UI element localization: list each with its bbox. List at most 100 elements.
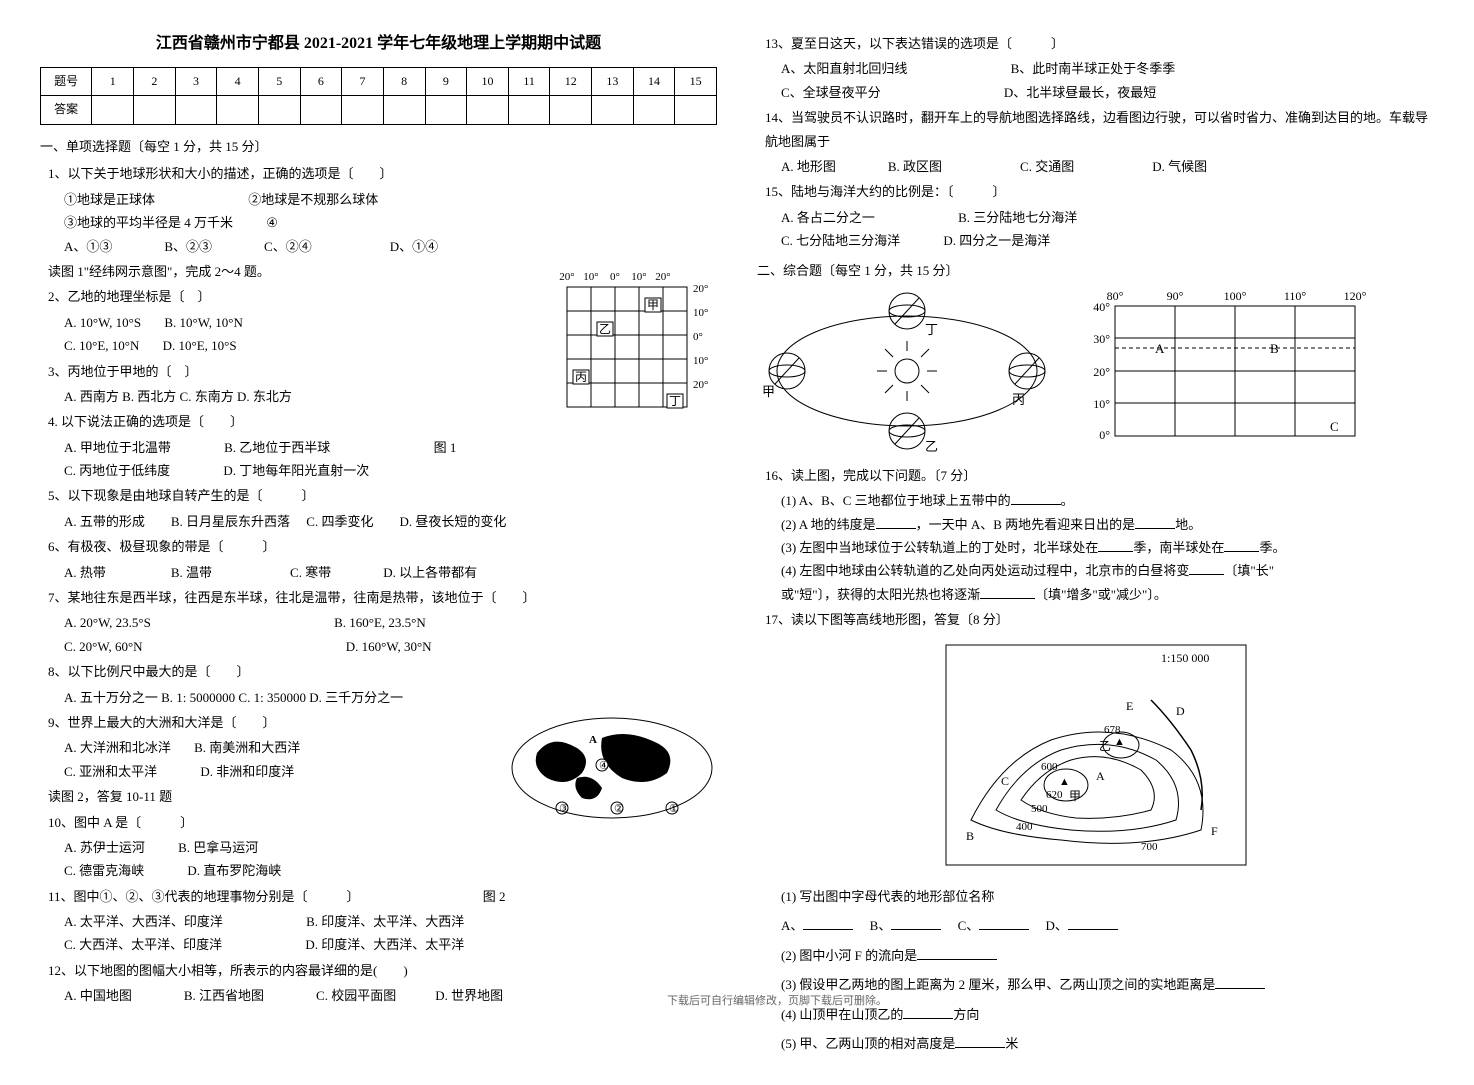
q14-stem: 14、当驾驶员不认识路时，翻开车上的导航地图选择路线，边看图边行驶，可以省时省力… <box>765 106 1434 153</box>
q14-opts: A. 地形图 B. 政区图 C. 交通图 D. 气候图 <box>781 155 1434 178</box>
q1-opts: A、①③ B、②③ C、②④ D、①④ <box>64 235 717 258</box>
q16-p2: (2) A 地的纬度是，一天中 A、B 两地先看迎来日出的是地。 <box>781 513 1434 536</box>
q10-opts-1: A. 苏伊士运河 B. 巴拿马运河 <box>64 836 717 859</box>
figure-1-grid: 20° 10° 0° 10° 20° 20° 10° 0° 10° 20° 甲 … <box>547 262 717 422</box>
svg-text:30°: 30° <box>1093 332 1110 346</box>
svg-text:10°: 10° <box>693 355 708 367</box>
svg-text:丁: 丁 <box>925 322 938 337</box>
svg-text:▲: ▲ <box>1059 776 1070 788</box>
q16-p4: (4) 左图中地球由公转轨道的乙处向丙处运动过程中，北京市的白昼将变〔填"长" <box>781 559 1434 582</box>
svg-text:①: ① <box>669 803 679 815</box>
svg-text:110°: 110° <box>1284 289 1307 303</box>
svg-text:丙: 丙 <box>575 370 587 384</box>
svg-text:0°: 0° <box>610 271 620 283</box>
q7-opts-1: A. 20°W, 23.5°S B. 160°E, 23.5°N <box>64 611 717 634</box>
q7-stem: 7、某地往东是西半球，往西是东半球，往北是温带，往南是热带，该地位于〔 〕 <box>48 586 717 609</box>
figure-2-worldmap: ③ ② ① ④ A <box>507 713 717 823</box>
svg-text:20°: 20° <box>1093 365 1110 379</box>
section-2-head: 二、综合题〔每空 1 分，共 15 分〕 <box>757 259 1434 282</box>
svg-text:D: D <box>1176 704 1185 718</box>
svg-text:④: ④ <box>599 760 609 772</box>
figure-lonlat-grid: 80° 90° 100° 110° 120° 40° 30° 20° 10° 0… <box>1075 286 1375 456</box>
svg-text:丙: 丙 <box>1012 392 1025 407</box>
svg-text:乙: 乙 <box>1099 739 1111 753</box>
q7-opts-2: C. 20°W, 60°N D. 160°W, 30°N <box>64 635 717 658</box>
q15-stem: 15、陆地与海洋大约的比例是：〔 〕 <box>765 180 1434 203</box>
svg-text:400: 400 <box>1016 821 1033 833</box>
svg-text:乙: 乙 <box>599 322 611 336</box>
answer-table: 题号 1 2 3 4 5 6 7 8 9 10 11 12 13 14 15 答… <box>40 67 717 125</box>
q16-p4c: 或"短"〕，获得的太阳光热也将逐渐〔填"增多"或"减少"〕。 <box>781 583 1434 606</box>
q5-opts: A. 五带的形成 B. 日月星辰东升西落 C. 四季变化 D. 昼夜长短的变化 <box>64 510 717 533</box>
svg-text:②: ② <box>614 803 624 815</box>
svg-text:600: 600 <box>1041 761 1058 773</box>
q6-stem: 6、有极夜、极昼现象的带是〔 〕 <box>48 535 717 558</box>
svg-text:1:150 000: 1:150 000 <box>1161 651 1209 665</box>
q16-stem: 16、读上图，完成以下问题。〔7 分〕 <box>765 464 1434 487</box>
section-1-head: 一、单项选择题〔每空 1 分，共 15 分〕 <box>40 135 717 158</box>
page-footer: 下载后可自行编辑修改，页脚下载后可删除。 <box>40 992 1474 1012</box>
row-label-1: 题号 <box>41 67 92 96</box>
svg-text:120°: 120° <box>1344 289 1367 303</box>
q13-opts-1: A、太阳直射北回归线 B、此时南半球正处于冬季季 <box>781 57 1434 80</box>
svg-text:▲: ▲ <box>1114 736 1125 748</box>
svg-text:C: C <box>1330 419 1339 434</box>
right-column: 13、夏至日这天，以下表达错误的选项是〔 〕 A、太阳直射北回归线 B、此时南半… <box>757 30 1434 1055</box>
svg-text:E: E <box>1126 699 1133 713</box>
svg-text:10°: 10° <box>1093 397 1110 411</box>
exam-title: 江西省赣州市宁都县 2021-2021 学年七年级地理上学期期中试题 <box>40 30 717 59</box>
q5-stem: 5、以下现象是由地球自转产生的是〔 〕 <box>48 484 717 507</box>
svg-text:A: A <box>1096 769 1105 783</box>
svg-text:678: 678 <box>1104 724 1121 736</box>
q17-stem: 17、读以下图等高线地形图，答复〔8 分〕 <box>765 608 1434 631</box>
svg-text:20°: 20° <box>693 283 708 295</box>
q15-opts-1: A. 各占二分之一 B. 三分陆地七分海洋 <box>781 206 1434 229</box>
svg-text:丁: 丁 <box>669 394 681 408</box>
q6-opts: A. 热带 B. 温带 C. 寒带 D. 以上各带都有 <box>64 561 717 584</box>
q17-p2: (2) 图中小河 F 的流向是 <box>781 944 1434 967</box>
q17-p1: (1) 写出图中字母代表的地形部位名称 <box>781 885 1434 908</box>
q11-opts-1: A. 太平洋、大西洋、印度洋 B. 印度洋、太平洋、大西洋 <box>64 910 717 933</box>
svg-text:20°: 20° <box>693 379 708 391</box>
svg-text:甲: 甲 <box>762 384 775 399</box>
q1-line2: ③地球的平均半径是 4 万千米 ④ <box>64 211 717 234</box>
svg-text:20°: 20° <box>655 271 670 283</box>
q17-p5: (5) 甲、乙两山顶的相对高度是米 <box>781 1032 1434 1055</box>
left-column: 江西省赣州市宁都县 2021-2021 学年七年级地理上学期期中试题 题号 1 … <box>40 30 717 1055</box>
svg-text:500: 500 <box>1031 803 1048 815</box>
q12-stem: 12、以下地图的图幅大小相等，所表示的内容最详细的是( ) <box>48 959 717 982</box>
q10-opts-2: C. 德雷克海峡 D. 直布罗陀海峡 <box>64 859 717 882</box>
svg-text:100°: 100° <box>1224 289 1247 303</box>
q1-stem: 1、以下关于地球形状和大小的描述，正确的选项是〔 〕 <box>48 162 717 185</box>
q11-stem: 11、图中①、②、③代表的地理事物分别是〔 〕 图 2 <box>48 885 717 908</box>
svg-text:甲: 甲 <box>1069 789 1081 803</box>
svg-text:乙: 乙 <box>925 439 938 454</box>
svg-text:620: 620 <box>1046 789 1063 801</box>
q8-opts: A. 五十万分之一 B. 1: 5000000 C. 1: 350000 D. … <box>64 686 717 709</box>
svg-text:甲: 甲 <box>647 298 659 312</box>
figure-contour: 1:150 000 ▲ 620 ▲ 678 400 500 600 700 <box>757 640 1434 877</box>
q15-opts-2: C. 七分陆地三分海洋 D. 四分之一是海洋 <box>781 229 1434 252</box>
svg-text:0°: 0° <box>693 331 703 343</box>
q4-opts-1: A. 甲地位于北温带 B. 乙地位于西半球 图 1 <box>64 436 717 459</box>
q16-p3: (3) 左图中当地球位于公转轨道上的丁处时，北半球处在季，南半球处在季。 <box>781 536 1434 559</box>
figure-orbit: 甲 丁 丙 乙 <box>757 286 1057 456</box>
q16-p1: (1) A、B、C 三地都位于地球上五带中的。 <box>781 489 1434 512</box>
svg-text:B: B <box>1270 341 1279 356</box>
svg-text:20°: 20° <box>559 271 574 283</box>
svg-text:B: B <box>966 829 974 843</box>
q17-p1-blanks: A、 B、 C、 D、 <box>781 914 1434 937</box>
svg-text:A: A <box>1155 341 1165 356</box>
svg-text:700: 700 <box>1141 841 1158 853</box>
svg-text:10°: 10° <box>583 271 598 283</box>
svg-text:C: C <box>1001 774 1009 788</box>
svg-text:F: F <box>1211 824 1218 838</box>
figure-row: 甲 丁 丙 乙 80° 90° 100° 110° 1 <box>757 286 1434 456</box>
svg-text:0°: 0° <box>1099 428 1110 442</box>
q13-opts-2: C、全球昼夜平分 D、北半球昼最长，夜最短 <box>781 81 1434 104</box>
svg-text:40°: 40° <box>1093 300 1110 314</box>
svg-text:10°: 10° <box>631 271 646 283</box>
q1-line1: ①地球是正球体 ②地球是不规那么球体 <box>64 188 717 211</box>
q13-stem: 13、夏至日这天，以下表达错误的选项是〔 〕 <box>765 32 1434 55</box>
svg-text:90°: 90° <box>1167 289 1184 303</box>
